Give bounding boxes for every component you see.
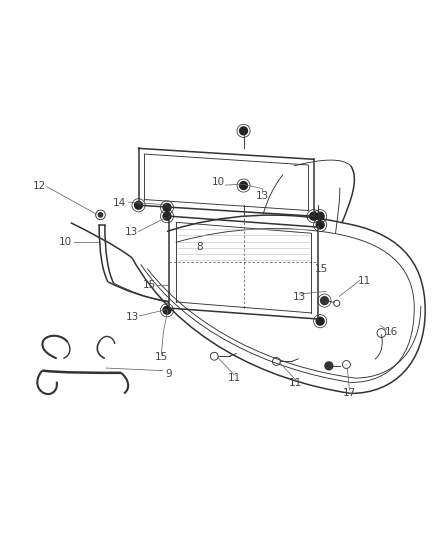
Text: 16: 16 xyxy=(384,327,397,337)
Circle shape xyxy=(315,317,323,325)
Text: 14: 14 xyxy=(113,198,126,208)
Text: 17: 17 xyxy=(342,389,355,398)
Circle shape xyxy=(134,201,142,209)
Circle shape xyxy=(239,127,247,135)
Text: 15: 15 xyxy=(154,352,168,362)
Circle shape xyxy=(309,212,317,220)
Circle shape xyxy=(239,182,247,189)
Circle shape xyxy=(162,204,170,212)
Circle shape xyxy=(320,297,328,304)
Text: 12: 12 xyxy=(32,181,46,190)
Text: 13: 13 xyxy=(255,191,268,200)
Circle shape xyxy=(315,212,323,220)
Text: 13: 13 xyxy=(292,292,305,302)
Text: 10: 10 xyxy=(211,177,224,188)
Circle shape xyxy=(324,362,332,370)
Text: 15: 15 xyxy=(314,264,327,273)
Circle shape xyxy=(162,306,170,314)
Circle shape xyxy=(315,221,323,229)
Text: 11: 11 xyxy=(288,378,302,388)
Circle shape xyxy=(162,212,170,220)
Text: 15: 15 xyxy=(142,280,156,290)
Text: 10: 10 xyxy=(59,237,72,247)
Circle shape xyxy=(98,213,102,217)
Text: 11: 11 xyxy=(227,373,240,383)
Text: 13: 13 xyxy=(125,312,138,322)
Text: 11: 11 xyxy=(357,276,371,286)
Text: 13: 13 xyxy=(124,228,138,237)
Text: 9: 9 xyxy=(166,369,172,379)
Text: 8: 8 xyxy=(196,242,203,252)
